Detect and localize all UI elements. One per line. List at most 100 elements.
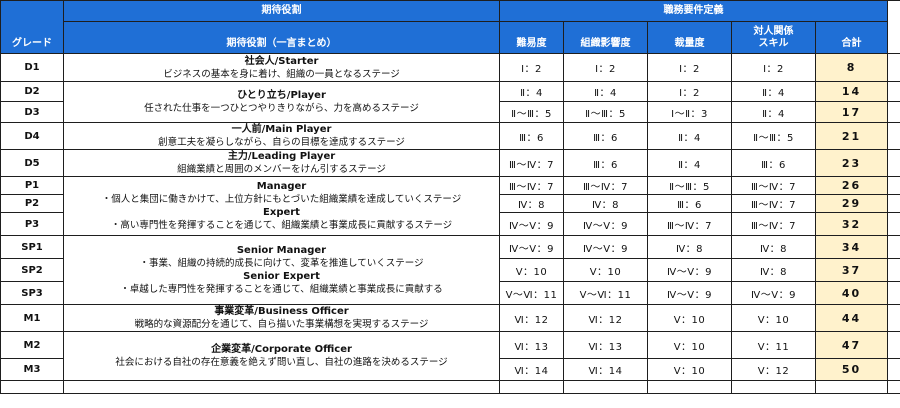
role-cell-player: ひとり立ち/Player 任された仕事を一つひとつやりきりながら、力を高めるステ… <box>63 81 500 123</box>
grade-code: D3 <box>0 101 64 123</box>
difficulty-header: 難易度 <box>499 21 564 54</box>
interpersonal-header-line1: 対人関係 <box>753 26 794 37</box>
role-description: ・事業、組織の持続的成長に向けて、変革を推進していくステージ <box>139 258 424 269</box>
grade-row-m2: M2 企業変革/Corporate Officer 社会における自社の存在意義を… <box>0 331 900 381</box>
role-title: 事業変革/Business Officer <box>214 306 349 317</box>
grade-code: M3 <box>0 358 64 381</box>
discretion-value: Ⅴ：10 <box>647 358 732 381</box>
role-title: ひとり立ち/Player <box>237 90 326 101</box>
difficulty-value: Ⅴ〜Ⅵ：11 <box>499 281 564 305</box>
role-description: ビジネスの基本を身に着け、組織の一員となるステージ <box>163 68 400 80</box>
role-description: 組織業績と周囲のメンバーをけん引するステージ <box>177 164 386 175</box>
difficulty-value: Ⅴ：10 <box>499 258 564 282</box>
role-summary-header: 期待役割（一言まとめ） <box>63 21 500 54</box>
grade-row-sp3: SP3 Ⅴ〜Ⅵ：11 Ⅴ〜Ⅵ：11 Ⅳ〜Ⅴ：9 Ⅳ〜Ⅴ：9 40 <box>0 281 900 305</box>
total-header: 合計 <box>814 21 889 54</box>
total-value: 21 <box>814 122 889 150</box>
discretion-header: 裁量度 <box>647 21 732 54</box>
role-title: 企業変革/Corporate Officer <box>211 344 352 355</box>
role-cell-senior-manager-expert: Senior Manager ・事業、組織の持続的成長に向けて、変革を推進してい… <box>63 235 500 305</box>
total-value: 40 <box>814 281 889 305</box>
grade-row-d1: D1 社会人/Starter ビジネスの基本を身に着け、組織の一員となるステージ… <box>0 53 900 82</box>
total-value: 47 <box>814 331 889 359</box>
total-value: 14 <box>814 81 889 102</box>
role-title: 主力/Leading Player <box>227 151 336 162</box>
difficulty-value: Ⅲ〜Ⅳ：7 <box>499 149 564 177</box>
discretion-value: Ⅱ〜Ⅲ：5 <box>647 176 732 195</box>
interpersonal-skill-header: 対人関係 スキル <box>731 21 816 54</box>
interpersonal-value: Ⅱ〜Ⅲ：5 <box>731 122 816 150</box>
total-value: 26 <box>814 176 889 195</box>
grade-code: D1 <box>0 53 64 82</box>
grade-row-sp2: SP2 Ⅴ：10 Ⅴ：10 Ⅳ〜Ⅴ：9 Ⅳ：8 37 <box>0 258 900 282</box>
role-cell-manager-expert: Manager ・個人と集団に働きかけて、上位方針にもとづいた組織業績を達成して… <box>63 176 500 236</box>
grade-code: D4 <box>0 122 64 150</box>
grade-code: D2 <box>0 81 64 102</box>
role-title: Manager <box>256 181 307 192</box>
grade-row-d3: D3 Ⅱ〜Ⅲ：5 Ⅱ〜Ⅲ：5 Ⅰ〜Ⅱ：3 Ⅱ：4 17 <box>0 101 900 123</box>
job-requirements-group-header: 職務要件定義 <box>498 0 889 22</box>
org-influence-value: Ⅰ：2 <box>563 53 648 82</box>
discretion-value: Ⅲ：6 <box>647 194 732 213</box>
org-influence-value: Ⅱ〜Ⅲ：5 <box>563 101 648 123</box>
interpersonal-value: Ⅰ：2 <box>731 53 816 82</box>
grade-row-p3: P3 Ⅳ〜Ⅴ：9 Ⅳ〜Ⅴ：9 Ⅲ〜Ⅳ：7 Ⅲ〜Ⅳ：7 32 <box>0 212 900 236</box>
grade-code: SP1 <box>0 235 64 259</box>
grade-code: SP2 <box>0 258 64 282</box>
role-title: 社会人/Starter <box>244 55 319 67</box>
grade-code: D5 <box>0 149 64 177</box>
interpersonal-value: Ⅲ〜Ⅳ：7 <box>731 194 816 213</box>
difficulty-value: Ⅳ〜Ⅴ：9 <box>499 235 564 259</box>
grade-code: P3 <box>0 212 64 236</box>
discretion-value: Ⅳ：8 <box>647 235 732 259</box>
org-influence-value: Ⅳ〜Ⅴ：9 <box>563 212 648 236</box>
role-description: 創意工夫を凝らしながら、自らの目標を達成するステージ <box>158 137 405 148</box>
org-influence-value: Ⅳ〜Ⅴ：9 <box>563 235 648 259</box>
total-value: 29 <box>814 194 889 213</box>
org-influence-value: Ⅲ〜Ⅳ：7 <box>563 176 648 195</box>
role-description: 社会における自社の存在意義を絶えず問い直し、自社の進路を決めるステージ <box>115 357 448 368</box>
grade-row-d2: D2 ひとり立ち/Player 任された仕事を一つひとつやりきりながら、力を高め… <box>0 81 900 123</box>
role-title: 一人前/Main Player <box>231 124 332 135</box>
expected-role-group-header: 期待役割 <box>63 0 500 22</box>
interpersonal-value: Ⅳ：8 <box>731 235 816 259</box>
difficulty-value: Ⅲ：6 <box>499 122 564 150</box>
role-cell-corporate-officer: 企業変革/Corporate Officer 社会における自社の存在意義を絶えず… <box>63 331 500 381</box>
interpersonal-header-line2: スキル <box>758 38 789 49</box>
discretion-value: Ⅱ：4 <box>647 122 732 150</box>
org-influence-header: 組織影響度 <box>563 21 648 54</box>
org-influence-value: Ⅵ：12 <box>563 304 648 332</box>
difficulty-value: Ⅳ〜Ⅴ：9 <box>499 212 564 236</box>
total-value: 44 <box>814 304 889 332</box>
difficulty-value: Ⅰ：2 <box>499 53 564 82</box>
role-cell-business-officer: 事業変革/Business Officer 戦略的な資源配分を通じて、自ら描いた… <box>63 304 500 332</box>
grade-code: P2 <box>0 194 64 213</box>
interpersonal-value: Ⅴ：11 <box>731 331 816 359</box>
interpersonal-value: Ⅳ〜Ⅴ：9 <box>731 281 816 305</box>
grade-row-p1: P1 Manager ・個人と集団に働きかけて、上位方針にもとづいた組織業績を達… <box>0 176 900 236</box>
total-value: 17 <box>814 101 889 123</box>
grade-code: M1 <box>0 304 64 332</box>
difficulty-value: Ⅱ：4 <box>499 81 564 102</box>
org-influence-value: Ⅵ：14 <box>563 358 648 381</box>
role-cell-starter: 社会人/Starter ビジネスの基本を身に着け、組織の一員となるステージ <box>63 53 500 82</box>
header-spacer <box>887 0 900 54</box>
org-influence-value: Ⅲ：6 <box>563 122 648 150</box>
grade-row-d4: D4 一人前/Main Player 創意工夫を凝らしながら、自らの目標を達成す… <box>0 122 900 150</box>
grade-code: M2 <box>0 331 64 359</box>
difficulty-value: Ⅳ：8 <box>499 194 564 213</box>
total-value: 23 <box>814 149 889 177</box>
discretion-value: Ⅳ〜Ⅴ：9 <box>647 258 732 282</box>
interpersonal-value: Ⅴ：12 <box>731 358 816 381</box>
org-influence-value: Ⅵ：13 <box>563 331 648 359</box>
role-title: Senior Expert <box>243 271 320 282</box>
discretion-value: Ⅳ〜Ⅴ：9 <box>647 281 732 305</box>
role-description: ・高い専門性を発揮することを通じて、組織業績と事業成長に貢献するステージ <box>110 220 453 231</box>
interpersonal-value: Ⅲ：6 <box>731 149 816 177</box>
role-cell-leading-player: 主力/Leading Player 組織業績と周囲のメンバーをけん引するステージ <box>63 149 500 177</box>
table-trailing-row <box>0 380 900 394</box>
difficulty-value: Ⅱ〜Ⅲ：5 <box>499 101 564 123</box>
discretion-value: Ⅰ：2 <box>647 81 732 102</box>
discretion-value: Ⅲ〜Ⅳ：7 <box>647 212 732 236</box>
org-influence-value: Ⅴ〜Ⅵ：11 <box>563 281 648 305</box>
